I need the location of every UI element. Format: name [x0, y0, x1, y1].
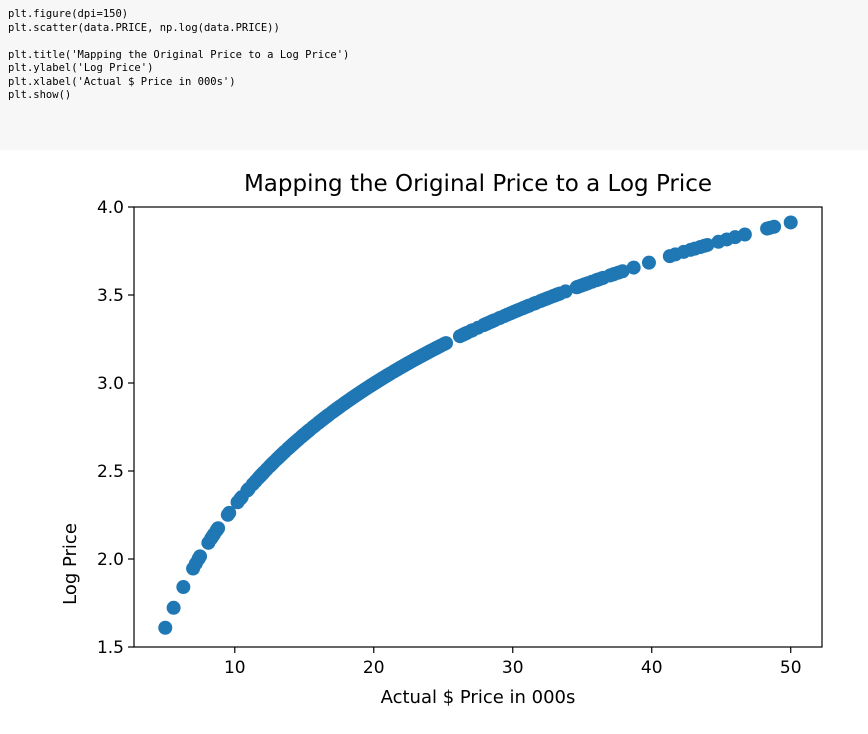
- scatter-point: [222, 505, 237, 520]
- x-tick-label: 30: [502, 658, 524, 678]
- code-line: plt.show(): [8, 89, 72, 101]
- code-line: plt.xlabel('Actual $ Price in 000s'): [8, 75, 236, 88]
- scatter-point: [176, 580, 191, 595]
- y-tick-label: 3.0: [97, 374, 124, 394]
- code-line: plt.title('Mapping the Original Price to…: [8, 48, 350, 61]
- y-tick-label: 1.5: [97, 638, 124, 658]
- scatter-point: [158, 620, 173, 635]
- x-axis-label: Actual $ Price in 000s: [381, 687, 576, 708]
- code-line: plt.scatter(data.PRICE, np.log(data.PRIC…: [8, 21, 280, 34]
- scatter-point: [626, 260, 641, 275]
- scatter-point: [641, 255, 656, 270]
- scatter-point: [783, 215, 798, 230]
- x-tick-label: 20: [363, 658, 385, 678]
- cell-output: Mapping the Original Price to a Log Pric…: [0, 150, 868, 730]
- scatter-point: [211, 521, 226, 536]
- code-line: plt.ylabel('Log Price'): [8, 62, 154, 74]
- x-tick-label: 40: [641, 658, 663, 678]
- y-tick-label: 2.0: [97, 550, 124, 570]
- y-tick-label: 2.5: [97, 462, 124, 482]
- y-axis-label: Log Price: [60, 523, 81, 605]
- scatter-point: [558, 284, 573, 299]
- code-line: plt.figure(dpi=150): [8, 8, 129, 20]
- scatter-points: [158, 215, 798, 635]
- scatter-point: [166, 600, 181, 615]
- plot-frame: [133, 206, 823, 648]
- chart-title: Mapping the Original Price to a Log Pric…: [244, 171, 712, 197]
- x-tick-label: 50: [780, 658, 802, 678]
- scatter-point: [193, 549, 208, 564]
- scatter-point: [615, 264, 630, 279]
- scatter-point: [439, 336, 454, 351]
- code-cell[interactable]: plt.figure(dpi=150) plt.scatter(data.PRI…: [0, 0, 868, 150]
- scatter-chart: Mapping the Original Price to a Log Pric…: [60, 171, 823, 708]
- y-tick-label: 4.0: [97, 198, 124, 218]
- x-tick-label: 10: [224, 658, 246, 678]
- code-line: [8, 35, 860, 49]
- scatter-point: [737, 227, 752, 242]
- y-tick-label: 3.5: [97, 286, 124, 306]
- axis-ticks: 10 20 30 40 50 1.5 2.0 2.5 3.0 3.5 4.0: [97, 198, 802, 678]
- scatter-point: [767, 219, 782, 234]
- scatter-point: [700, 237, 715, 252]
